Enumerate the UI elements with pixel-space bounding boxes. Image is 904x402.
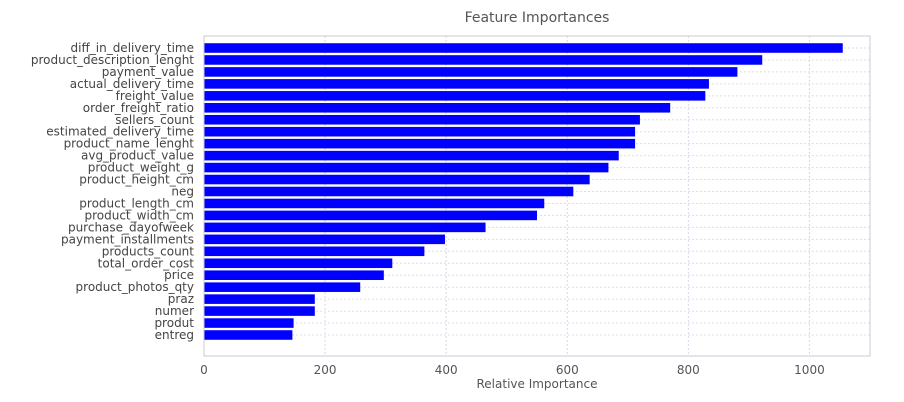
bar-entreg (204, 330, 293, 340)
bar-actual_delivery_time (204, 79, 709, 89)
category-label: entreg (155, 328, 194, 342)
chart-title: Feature Importances (465, 10, 610, 26)
bar-price (204, 270, 384, 280)
category-label: order_freight_ratio (83, 101, 194, 115)
category-label: produt (154, 316, 194, 330)
category-label: product_description_lenght (31, 53, 194, 67)
bar-freight_value (204, 91, 706, 101)
category-label: payment_value (102, 65, 194, 79)
category-label: payment_installments (61, 232, 194, 246)
bar-total_order_cost (204, 258, 393, 269)
category-label: sellers_count (115, 113, 194, 127)
x-tick-label: 200 (314, 363, 337, 377)
bar-product_name_lenght (204, 138, 636, 149)
category-label: product_width_cm (84, 208, 194, 222)
bar-purchase_dayofweek (204, 222, 486, 233)
bars (204, 43, 843, 340)
category-label: product_photos_qty (76, 280, 194, 294)
category-label: praz (168, 292, 194, 306)
bar-diff_in_delivery_time (204, 43, 843, 53)
bar-neg (204, 186, 574, 197)
category-label: avg_product_value (81, 149, 194, 163)
category-label: total_order_cost (98, 256, 195, 270)
bar-product_description_lenght (204, 55, 763, 65)
x-tick-label: 400 (435, 363, 458, 377)
category-label: purchase_dayofweek (68, 220, 194, 234)
plot-frame (203, 35, 871, 357)
bar-payment_value (204, 67, 738, 77)
bar-praz (204, 294, 315, 304)
bar-numer (204, 306, 315, 316)
category-label: numer (155, 304, 194, 318)
x-tick-labels: 0 200 400 600 800 1000 (200, 363, 825, 377)
bar-produt (204, 318, 294, 328)
category-labels: diff_in_delivery_timeproduct_description… (31, 41, 194, 342)
bar-product_height_cm (204, 174, 590, 185)
category-label: products_count (102, 244, 195, 258)
category-label: neg (171, 185, 194, 199)
category-label: product_weight_g (88, 161, 194, 175)
bar-estimated_delivery_time (204, 126, 636, 137)
bar-sellers_count (204, 114, 640, 125)
x-tick-label: 0 (200, 363, 208, 377)
x-tick-label: 600 (556, 363, 579, 377)
bar-product_weight_g (204, 162, 609, 173)
bar-product_width_cm (204, 210, 537, 221)
bar-avg_product_value (204, 150, 619, 161)
category-label: freight_value (116, 89, 194, 103)
bar-products_count (204, 246, 425, 257)
category-label: estimated_delivery_time (46, 125, 194, 139)
category-label: diff_in_delivery_time (71, 41, 194, 55)
bar-order_freight_ratio (204, 103, 671, 113)
category-label: product_height_cm (79, 173, 194, 187)
category-label: product_name_lenght (64, 137, 195, 151)
x-tick-label: 800 (677, 363, 700, 377)
bar-product_length_cm (204, 198, 545, 209)
category-label: product_length_cm (79, 196, 194, 210)
x-axis-label: Relative Importance (477, 377, 598, 391)
bar-product_photos_qty (204, 282, 361, 292)
bar-payment_installments (204, 234, 445, 245)
category-label: actual_delivery_time (70, 77, 194, 91)
category-label: price (164, 268, 194, 282)
x-tick-label: 1000 (794, 363, 825, 377)
